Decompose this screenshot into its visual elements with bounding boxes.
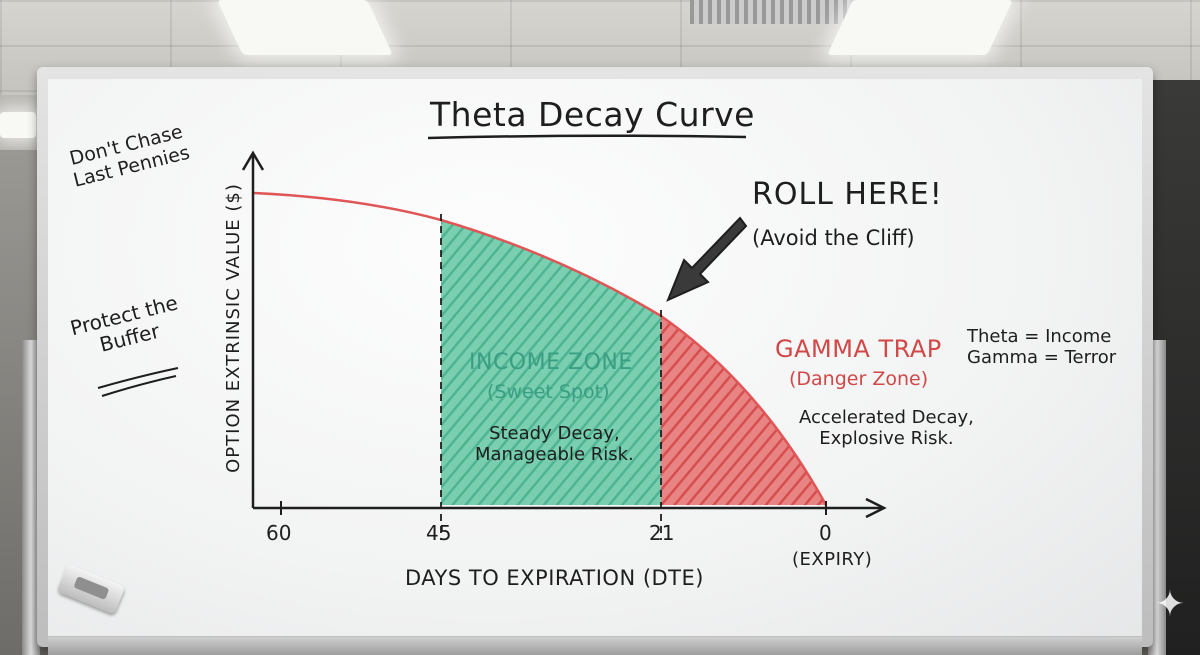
legend-line-theta: Theta = Income — [967, 326, 1112, 347]
decay-curve-line — [252, 191, 828, 506]
x-tick-label-21: 21 — [649, 521, 675, 545]
income-zone-subtitle: (Sweet Spot) — [487, 381, 610, 403]
income-zone-desc-line: Steady Decay, — [489, 423, 620, 444]
ceiling-vent — [690, 0, 850, 24]
gamma-trap-desc-line: Accelerated Decay, — [799, 407, 974, 428]
income-zone-desc-line: Manageable Risk. — [475, 443, 634, 465]
y-axis-arrowhead — [241, 150, 265, 171]
hand-drawn-arrow-icon — [666, 216, 748, 302]
gamma-trap-title: GAMMA TRAP — [775, 335, 942, 363]
ceiling-light — [0, 112, 36, 138]
roll-here-subtitle: (Avoid the Cliff) — [752, 226, 915, 250]
legend-line-gamma: Gamma = Terror — [967, 346, 1117, 368]
gamma-trap-fill — [661, 316, 826, 505]
marker-tray — [48, 637, 1142, 655]
gamma-trap-description: Accelerated Decay, Explosive Risk. — [799, 407, 974, 449]
chart-title: Theta Decay Curve — [430, 95, 755, 134]
expiry-label: (EXPIRY) — [792, 549, 873, 570]
income-zone-title: INCOME ZONE — [469, 350, 633, 375]
theta-gamma-legend: Theta = Income Gamma = Terror — [967, 326, 1117, 368]
y-axis-label: OPTION EXTRINSIC VALUE ($) — [223, 183, 244, 473]
gamma-trap-desc-line: Explosive Risk. — [819, 427, 954, 449]
gamma-trap-subtitle: (Danger Zone) — [789, 368, 929, 390]
buffer-underline — [101, 375, 177, 397]
income-zone-fill — [441, 220, 661, 505]
x-axis-arrowhead — [865, 497, 887, 519]
eraser-grip — [73, 576, 110, 601]
income-zone-description: Steady Decay, Manageable Risk. — [475, 423, 634, 465]
whiteboard-stand-leg — [22, 340, 40, 655]
sparkle-icon: ✦ — [1154, 584, 1186, 625]
title-underline — [427, 134, 747, 140]
x-tick-label-60: 60 — [266, 521, 292, 545]
x-tick-label-45: 45 — [426, 521, 452, 545]
x-axis-label: DAYS TO EXPIRATION (DTE) — [405, 566, 704, 590]
buffer-underline — [97, 367, 179, 389]
roll-here-callout: ROLL HERE! — [752, 177, 943, 212]
x-tick-label-0: 0 — [819, 521, 832, 545]
